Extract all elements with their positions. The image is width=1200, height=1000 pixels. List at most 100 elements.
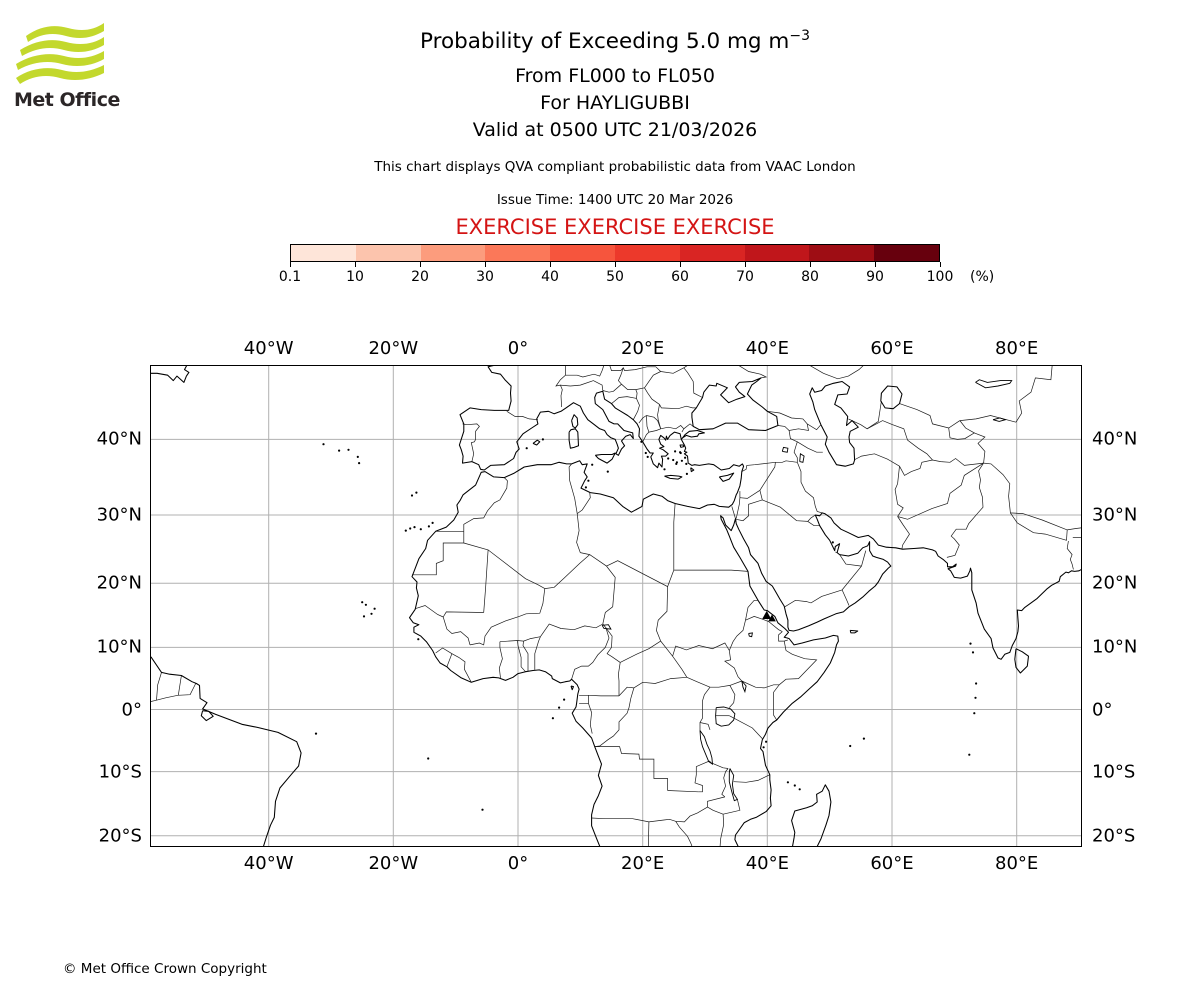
lake-outline bbox=[601, 624, 612, 630]
axis-tick-label-right: 0° bbox=[1092, 699, 1113, 720]
island-dot bbox=[404, 529, 407, 532]
colorbar-tick-label: 70 bbox=[736, 269, 754, 285]
island-dot bbox=[587, 479, 590, 482]
country-border bbox=[784, 589, 843, 608]
coastline bbox=[571, 414, 579, 429]
country-border bbox=[611, 396, 637, 404]
country-border bbox=[151, 683, 197, 702]
country-border bbox=[463, 477, 508, 532]
country-border bbox=[983, 462, 1081, 531]
colorbar-segment bbox=[874, 245, 939, 261]
lake-outline bbox=[748, 632, 753, 638]
country-border bbox=[728, 620, 746, 651]
country-border bbox=[707, 796, 725, 808]
island-dot bbox=[831, 541, 834, 544]
colorbar-tick bbox=[875, 262, 876, 267]
map: 40°W 40°W 20°W 20°W 0° 0° 20°E 20°E 40°E 40°E 60°E… bbox=[97, 338, 1138, 874]
coastline bbox=[568, 428, 580, 449]
island-dot bbox=[849, 744, 852, 748]
colorbar-tick-label: 0.1 bbox=[278, 269, 302, 285]
country-border bbox=[741, 680, 780, 689]
country-border bbox=[667, 790, 699, 793]
lake-outline bbox=[699, 730, 714, 765]
country-border bbox=[648, 428, 661, 433]
colorbar-tick-label: 30 bbox=[476, 269, 494, 285]
coastline bbox=[570, 685, 575, 691]
colorbar-tick-label: 90 bbox=[866, 269, 884, 285]
country-border bbox=[699, 722, 711, 731]
logo-wave-band bbox=[26, 23, 104, 42]
country-border bbox=[544, 554, 590, 589]
country-border bbox=[793, 445, 798, 463]
island-dot bbox=[971, 651, 975, 654]
island-dot bbox=[558, 706, 561, 709]
colorbar-tick-label: 20 bbox=[411, 269, 429, 285]
axis-tick-label-top: 20°E bbox=[621, 338, 665, 359]
met-office-waves-icon bbox=[16, 23, 104, 84]
island-dot bbox=[674, 450, 677, 453]
volcano-marker-icon bbox=[768, 614, 776, 622]
colorbar-tick-label: 10 bbox=[346, 269, 364, 285]
island-dot bbox=[431, 521, 434, 524]
country-border bbox=[783, 641, 787, 651]
country-border bbox=[576, 513, 581, 553]
country-border bbox=[959, 415, 1017, 423]
issue-time: Issue Time: 1400 UTC 20 Mar 2026 bbox=[496, 192, 734, 208]
country-border bbox=[412, 531, 465, 576]
lake-outline bbox=[992, 417, 1008, 422]
country-border bbox=[675, 806, 708, 823]
island-dot bbox=[969, 642, 972, 645]
island-dot bbox=[672, 458, 675, 462]
island-dot bbox=[362, 615, 366, 618]
country-border bbox=[741, 461, 776, 472]
island-dot bbox=[973, 712, 976, 715]
lake-outline bbox=[799, 453, 805, 463]
axis-tick-label-top: 20°W bbox=[368, 338, 419, 359]
country-border bbox=[156, 672, 162, 701]
country-border bbox=[594, 687, 635, 747]
colorbar-tick-label: 80 bbox=[801, 269, 819, 285]
country-border bbox=[729, 685, 736, 708]
country-border bbox=[673, 569, 749, 572]
coastline bbox=[1014, 648, 1030, 674]
country-border bbox=[618, 662, 621, 696]
island-dot bbox=[786, 781, 790, 784]
country-border bbox=[1017, 522, 1068, 541]
country-border bbox=[894, 466, 904, 517]
country-border bbox=[555, 366, 566, 387]
country-border bbox=[1015, 366, 1053, 423]
country-border bbox=[683, 423, 694, 430]
country-border bbox=[778, 650, 818, 686]
coastline bbox=[809, 380, 859, 467]
country-border bbox=[644, 387, 660, 405]
island-dot bbox=[679, 451, 682, 454]
axis-tick-label-bottom: 40°E bbox=[745, 853, 789, 874]
island-dot bbox=[373, 607, 376, 610]
island-dot bbox=[563, 698, 566, 701]
colorbar-segment bbox=[744, 245, 810, 261]
colorbar-tick bbox=[420, 262, 421, 267]
country-border bbox=[621, 383, 645, 390]
country-border bbox=[576, 492, 591, 514]
country-border bbox=[605, 627, 621, 663]
country-border bbox=[540, 623, 603, 637]
colorbar-tick-label: 50 bbox=[606, 269, 624, 285]
page-title: Probability of Exceeding 5.0 mg m−3 bbox=[150, 28, 1080, 54]
country-border bbox=[588, 703, 593, 734]
country-border bbox=[638, 415, 647, 424]
lake-outline bbox=[715, 706, 736, 727]
country-border bbox=[657, 404, 662, 429]
island-dot bbox=[427, 757, 430, 760]
country-border bbox=[839, 554, 862, 567]
axis-tick-label-left: 10°S bbox=[98, 761, 142, 783]
country-border bbox=[724, 650, 743, 682]
country-border bbox=[853, 453, 900, 467]
island-dot bbox=[675, 461, 679, 464]
coastline bbox=[151, 656, 302, 846]
coastline bbox=[151, 366, 190, 383]
axis-tick-label-right: 20°N bbox=[1092, 572, 1138, 594]
colorbar-tick bbox=[745, 262, 746, 267]
axis-tick-label-left: 10°N bbox=[96, 636, 142, 658]
island-dot bbox=[644, 451, 647, 455]
